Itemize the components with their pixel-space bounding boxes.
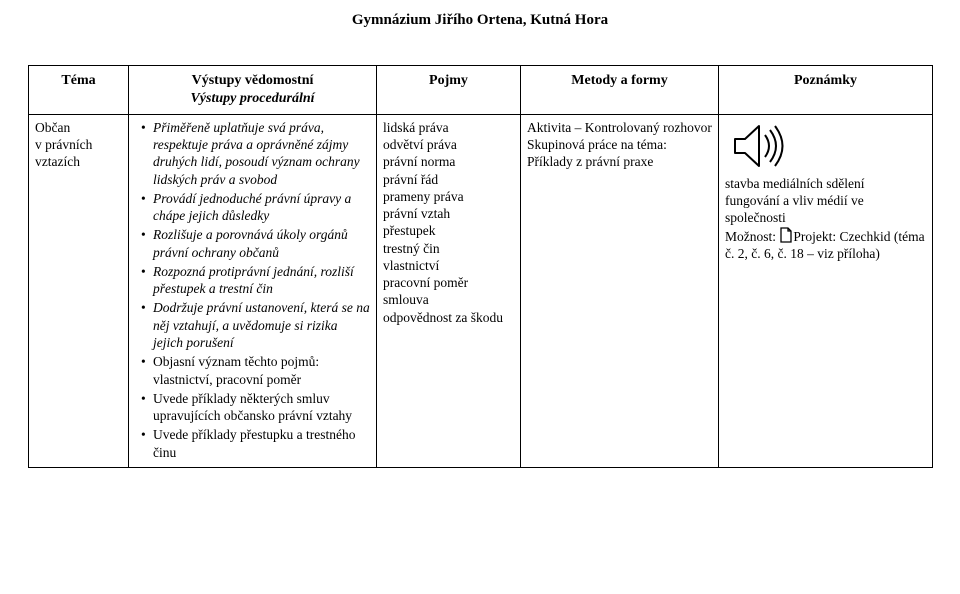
vystupy-list: Přiměřeně uplatňuje svá práva, respektuj…	[135, 119, 370, 461]
pojmy-line: trestný čin	[383, 241, 440, 256]
speaker-icon	[733, 123, 787, 169]
list-item: Uvede příklady některých smluv upravujíc…	[145, 390, 370, 425]
list-item: Rozlišuje a porovnává úkoly orgánů právn…	[145, 226, 370, 261]
list-item: Rozpozná protiprávní jednání, rozliší př…	[145, 263, 370, 298]
list-item-text: Uvede příklady některých smluv upravujíc…	[153, 391, 352, 423]
list-item: Přiměřeně uplatňuje svá práva, respektuj…	[145, 119, 370, 188]
cell-vystupy: Přiměřeně uplatňuje svá práva, respektuj…	[129, 114, 377, 467]
pojmy-line: odvětví práva	[383, 137, 457, 152]
pojmy-line: právní norma	[383, 154, 455, 169]
page-title: Gymnázium Jiřího Ortena, Kutná Hora	[28, 12, 932, 29]
col-header-poznamky: Poznámky	[719, 66, 933, 115]
poznamky-line: fungování a vliv médií ve společnosti	[725, 193, 864, 225]
metody-line: Skupinová práce na téma:	[527, 137, 667, 152]
tema-line: v právních	[35, 137, 92, 152]
list-item-text: Přiměřeně uplatňuje svá práva, respektuj…	[153, 120, 360, 187]
list-item-text: Rozpozná protiprávní jednání, rozliší př…	[153, 264, 354, 296]
pojmy-line: smlouva	[383, 292, 429, 307]
cell-metody: Aktivita – Kontrolovaný rozhovor Skupino…	[521, 114, 719, 467]
list-item-text: Rozlišuje a porovnává úkoly orgánů právn…	[153, 227, 348, 259]
poznamky-moznost-pre: Možnost:	[725, 229, 779, 244]
table-header-row: Téma Výstupy vědomostní Výstupy procedur…	[29, 66, 933, 115]
list-item: Uvede příklady přestupku a trestného čin…	[145, 426, 370, 461]
cell-poznamky: stavba mediálních sdělení fungování a vl…	[719, 114, 933, 467]
metody-line: Aktivita – Kontrolovaný rozhovor	[527, 120, 712, 135]
col-header-tema: Téma	[29, 66, 129, 115]
cell-tema: Občan v právních vztazích	[29, 114, 129, 467]
list-item: Objasní význam těchto pojmů: vlastnictví…	[145, 353, 370, 388]
list-item-text: Provádí jednoduché právní úpravy a chápe…	[153, 191, 351, 223]
list-item-text: Uvede příklady přestupku a trestného čin…	[153, 427, 355, 459]
metody-line: Příklady z právní praxe	[527, 154, 653, 169]
poznamky-line: stavba mediálních sdělení	[725, 176, 864, 191]
list-item: Dodržuje právní ustanovení, která se na …	[145, 299, 370, 351]
col-header-pojmy: Pojmy	[377, 66, 521, 115]
pojmy-line: právní řád	[383, 172, 438, 187]
table-row: Občan v právních vztazích Přiměřeně upla…	[29, 114, 933, 467]
list-item-text: Objasní význam těchto pojmů: vlastnictví…	[153, 354, 319, 386]
list-item-text: Dodržuje právní ustanovení, která se na …	[153, 300, 370, 350]
tema-line: vztazích	[35, 154, 80, 169]
pojmy-line: přestupek	[383, 223, 435, 238]
col-header-vystupy: Výstupy vědomostní Výstupy procedurální	[129, 66, 377, 115]
col-header-vystupy-l2: Výstupy procedurální	[133, 90, 372, 108]
pojmy-line: prameny práva	[383, 189, 464, 204]
tema-line: Občan	[35, 120, 70, 135]
page-icon	[779, 227, 793, 243]
pojmy-line: odpovědnost za škodu	[383, 310, 503, 325]
curriculum-table: Téma Výstupy vědomostní Výstupy procedur…	[28, 65, 933, 468]
cell-pojmy: lidská práva odvětví práva právní norma …	[377, 114, 521, 467]
pojmy-line: lidská práva	[383, 120, 449, 135]
pojmy-line: pracovní poměr	[383, 275, 468, 290]
col-header-vystupy-l1: Výstupy vědomostní	[192, 73, 314, 88]
list-item: Provádí jednoduché právní úpravy a chápe…	[145, 190, 370, 225]
pojmy-line: vlastnictví	[383, 258, 439, 273]
col-header-metody: Metody a formy	[521, 66, 719, 115]
pojmy-line: právní vztah	[383, 206, 450, 221]
